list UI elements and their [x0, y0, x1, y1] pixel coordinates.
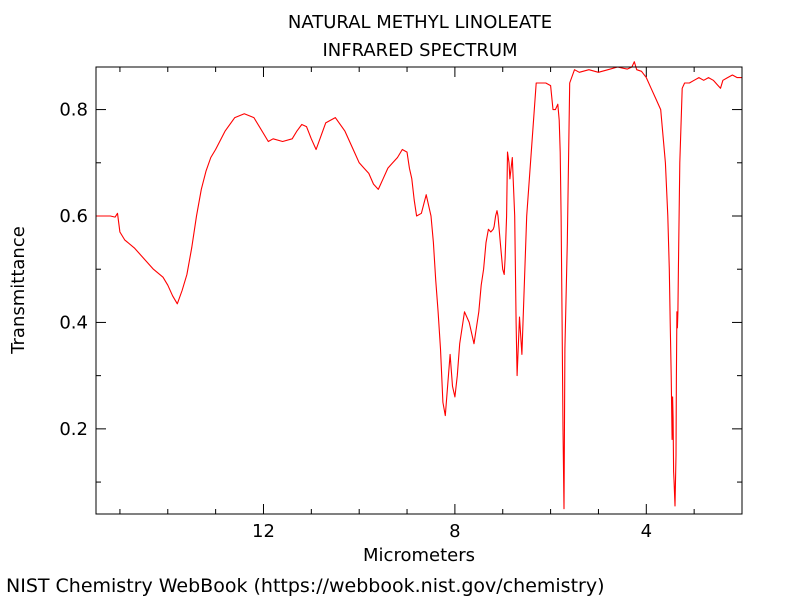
x-tick-label: 12 — [252, 521, 275, 542]
y-tick-label: 0.4 — [59, 312, 88, 333]
y-tick-label: 0.8 — [59, 100, 88, 121]
x-tick-label: 8 — [449, 521, 460, 542]
chart-subtitle: INFRARED SPECTRUM — [322, 40, 517, 61]
tick-labels: 12 8 4 0.2 0.4 0.6 0.8 — [59, 100, 652, 542]
y-axis-label: Transmittance — [8, 226, 29, 355]
axis-ticks — [96, 67, 742, 514]
source-credit: NIST Chemistry WebBook (https://webbook.… — [6, 575, 605, 597]
spectrum-line — [96, 61, 742, 510]
x-tick-label: 4 — [641, 521, 652, 542]
plot-frame — [95, 66, 743, 515]
chart-title: NATURAL METHYL LINOLEATE — [288, 12, 552, 33]
y-tick-label: 0.6 — [59, 206, 88, 227]
x-axis-label: Micrometers — [363, 545, 475, 566]
y-tick-label: 0.2 — [59, 419, 88, 440]
